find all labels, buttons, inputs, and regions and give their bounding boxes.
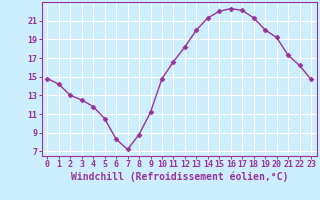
X-axis label: Windchill (Refroidissement éolien,°C): Windchill (Refroidissement éolien,°C) (70, 172, 288, 182)
